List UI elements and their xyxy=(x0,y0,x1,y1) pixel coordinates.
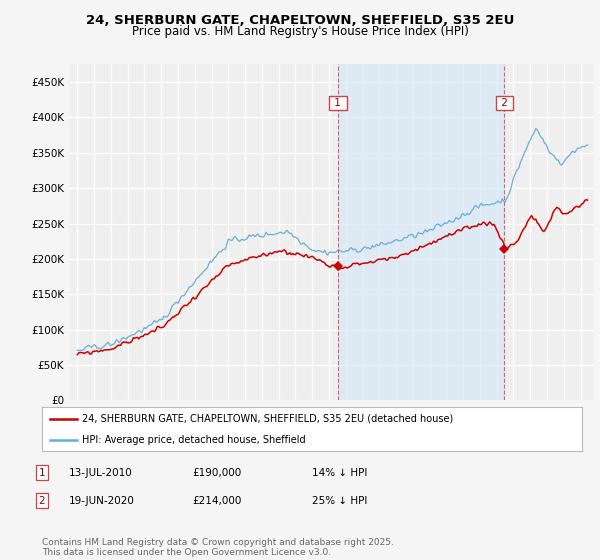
Text: 2: 2 xyxy=(38,496,46,506)
Text: Price paid vs. HM Land Registry's House Price Index (HPI): Price paid vs. HM Land Registry's House … xyxy=(131,25,469,38)
Text: 19-JUN-2020: 19-JUN-2020 xyxy=(69,496,135,506)
Text: 1: 1 xyxy=(331,99,344,108)
Text: 14% ↓ HPI: 14% ↓ HPI xyxy=(312,468,367,478)
Text: 13-JUL-2010: 13-JUL-2010 xyxy=(69,468,133,478)
Text: £190,000: £190,000 xyxy=(192,468,241,478)
Text: 1: 1 xyxy=(38,468,46,478)
Text: HPI: Average price, detached house, Sheffield: HPI: Average price, detached house, Shef… xyxy=(83,435,306,445)
Text: 25% ↓ HPI: 25% ↓ HPI xyxy=(312,496,367,506)
Text: Contains HM Land Registry data © Crown copyright and database right 2025.
This d: Contains HM Land Registry data © Crown c… xyxy=(42,538,394,557)
Text: 2: 2 xyxy=(498,99,511,108)
Bar xyxy=(338,64,505,400)
Text: £214,000: £214,000 xyxy=(192,496,241,506)
Text: 24, SHERBURN GATE, CHAPELTOWN, SHEFFIELD, S35 2EU (detached house): 24, SHERBURN GATE, CHAPELTOWN, SHEFFIELD… xyxy=(83,414,454,424)
Text: 24, SHERBURN GATE, CHAPELTOWN, SHEFFIELD, S35 2EU: 24, SHERBURN GATE, CHAPELTOWN, SHEFFIELD… xyxy=(86,14,514,27)
